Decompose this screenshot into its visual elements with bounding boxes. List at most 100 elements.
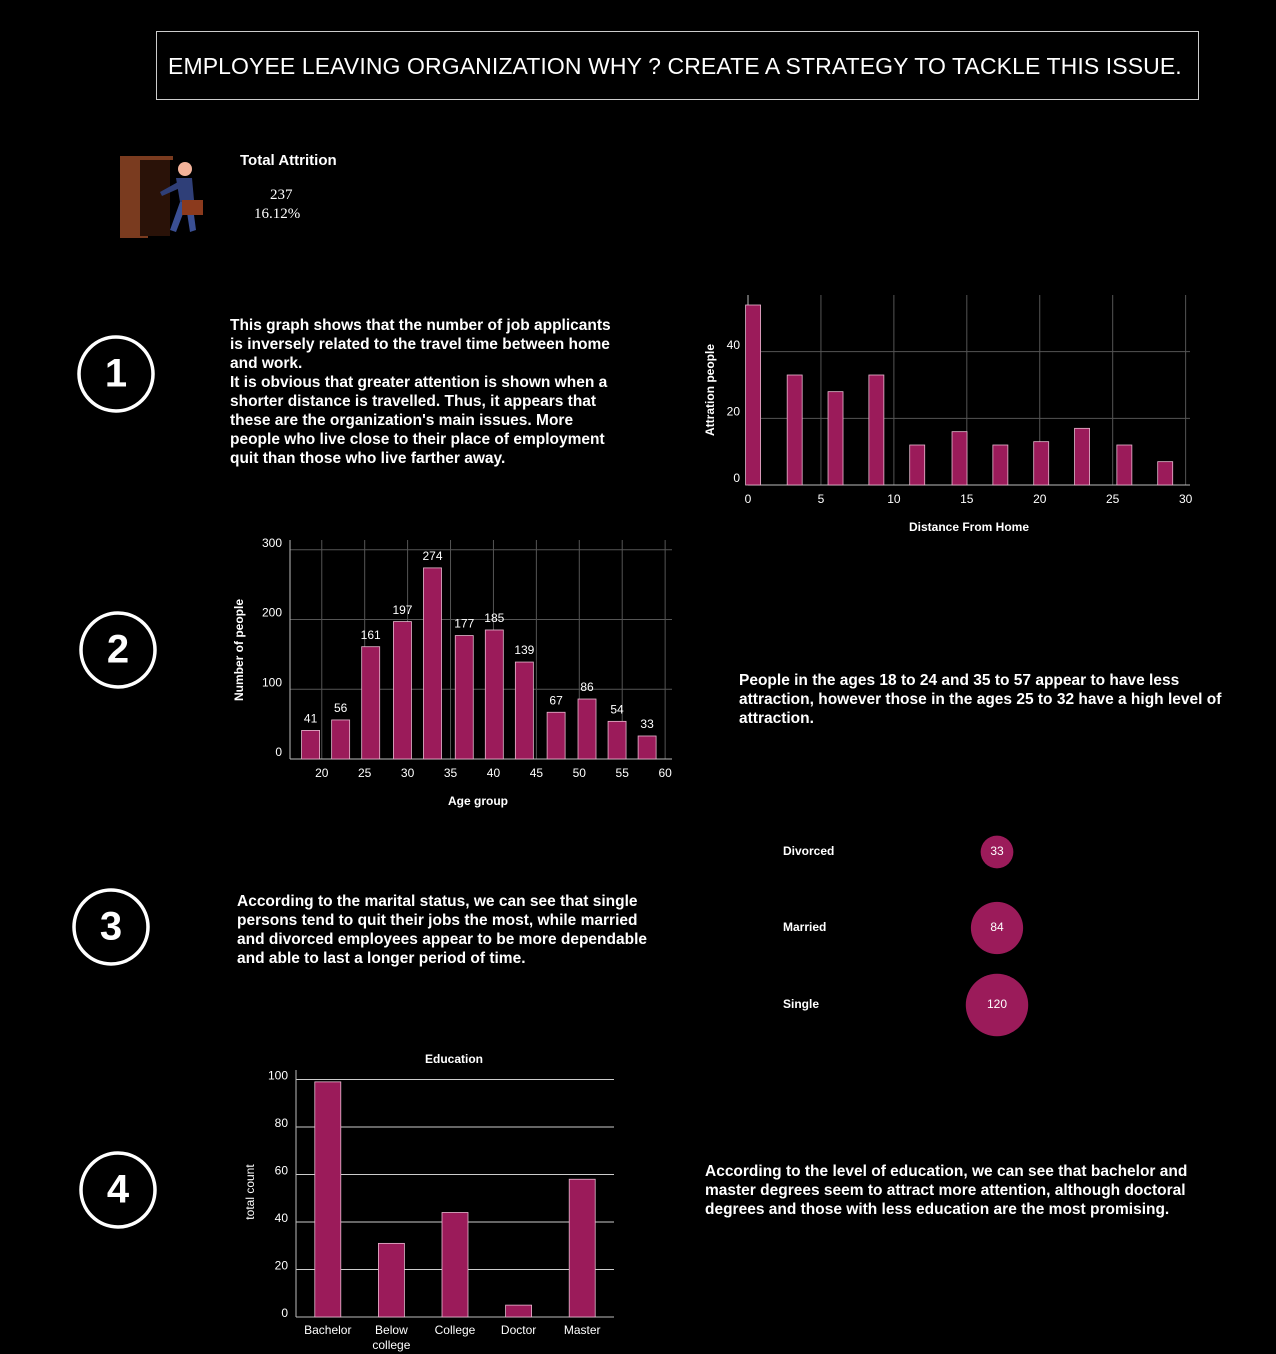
data-label: 197: [392, 603, 412, 617]
paragraph: It is obvious that greater attention is …: [230, 374, 608, 467]
bar: [393, 621, 412, 760]
bar: [745, 304, 762, 486]
data-label: 120: [987, 997, 1007, 1011]
x-tick-label: College: [434, 1323, 476, 1337]
kpi-label: Total Attrition: [240, 152, 337, 169]
bar: [514, 661, 534, 760]
kpi-percent: 16.12%: [254, 206, 301, 222]
bar: [827, 391, 844, 486]
x-axis-label: Distance From Home: [909, 520, 1029, 534]
x-axis-label: Age group: [448, 794, 508, 808]
category-label: Single: [783, 997, 819, 1011]
y-tick-label: 20: [727, 405, 741, 419]
section-badge: [79, 611, 157, 689]
y-tick-label: 200: [262, 606, 282, 620]
x-tick-label: 45: [530, 766, 544, 780]
x-tick-label: 30: [1179, 492, 1193, 506]
x-tick-label: 35: [444, 766, 458, 780]
bar: [314, 1081, 342, 1318]
section-badge: [72, 888, 150, 966]
x-tick-label: 55: [616, 766, 630, 780]
bar: [568, 1178, 596, 1318]
category-label: Married: [783, 920, 826, 934]
x-tick-label: 40: [487, 766, 501, 780]
data-label: 41: [304, 712, 318, 726]
title-box: EMPLOYEE LEAVING ORGANIZATION WHY ? CREA…: [156, 31, 1199, 100]
bar: [1074, 427, 1090, 486]
paragraph: According to the level of education, we …: [705, 1163, 1188, 1218]
bubble: [980, 835, 1014, 869]
bar: [454, 635, 474, 760]
section-text: People in the ages 18 to 24 and 35 to 57…: [739, 671, 1229, 728]
x-tick-label: Below college: [372, 1323, 411, 1352]
x-tick-label: 20: [315, 766, 329, 780]
data-label: 177: [454, 617, 474, 631]
paragraph: This graph shows that the number of job …: [230, 317, 611, 372]
bar: [909, 444, 926, 486]
bar: [423, 567, 442, 760]
section-text: According to the marital status, we can …: [237, 892, 657, 968]
bar: [786, 374, 803, 486]
bar: [377, 1242, 405, 1318]
data-label: 274: [422, 549, 442, 563]
x-tick-label: 50: [573, 766, 587, 780]
chart-title: Education: [425, 1052, 483, 1066]
y-axis-label: Number of people: [232, 599, 246, 701]
y-tick-label: 20: [275, 1259, 289, 1273]
x-tick-label: Bachelor: [304, 1323, 352, 1337]
title: EMPLOYEE LEAVING ORGANIZATION WHY ? CREA…: [168, 53, 1182, 79]
bar: [331, 719, 351, 760]
data-label: 185: [484, 611, 504, 625]
bar: [637, 735, 657, 760]
kpi-value: 237: [270, 187, 293, 203]
bar: [607, 720, 627, 760]
y-tick-label: 40: [727, 338, 741, 352]
y-tick-label: 80: [275, 1116, 289, 1130]
bubble: [970, 901, 1024, 955]
section-badge: [79, 1151, 157, 1229]
data-label: 56: [334, 701, 348, 715]
category-label: Divorced: [783, 844, 834, 858]
bar: [546, 711, 566, 760]
attrition-icon: [120, 156, 203, 238]
y-axis-label: total count: [243, 1164, 257, 1220]
section-text: According to the level of education, we …: [705, 1162, 1195, 1219]
section-number: 1: [105, 352, 127, 396]
data-label: 67: [549, 693, 563, 707]
data-label: 86: [580, 680, 594, 694]
bar: [301, 730, 321, 760]
section-number: 3: [100, 905, 122, 949]
x-tick-label: 25: [1106, 492, 1120, 506]
section-number: 2: [107, 628, 129, 672]
y-tick-label: 100: [262, 675, 282, 689]
bar: [505, 1304, 533, 1318]
x-tick-label: 30: [401, 766, 415, 780]
y-axis-label: Attration people: [703, 344, 717, 436]
y-tick-label: 300: [262, 536, 282, 550]
y-tick-label: 60: [275, 1164, 289, 1178]
data-label: 54: [610, 703, 624, 717]
bar: [1033, 441, 1050, 486]
data-label: 84: [990, 920, 1004, 934]
section-text: This graph shows that the number of job …: [230, 316, 622, 468]
y-tick-label: 0: [275, 745, 282, 759]
data-label: 139: [514, 643, 534, 657]
data-label: 161: [361, 628, 381, 642]
bar: [1157, 461, 1174, 486]
bar: [361, 646, 381, 760]
x-tick-label: Doctor: [500, 1323, 537, 1337]
x-tick-label: 60: [658, 766, 672, 780]
bar: [868, 374, 885, 486]
section-badge: [77, 335, 155, 413]
bar: [992, 444, 1009, 486]
y-tick-label: 0: [733, 471, 740, 485]
section-number: 4: [107, 1168, 130, 1212]
data-label: 33: [990, 844, 1004, 858]
bubble: [965, 973, 1029, 1037]
bar: [484, 629, 504, 760]
paragraph: According to the marital status, we can …: [237, 893, 648, 967]
x-tick-label: Master: [563, 1323, 601, 1337]
x-tick-label: 15: [960, 492, 974, 506]
